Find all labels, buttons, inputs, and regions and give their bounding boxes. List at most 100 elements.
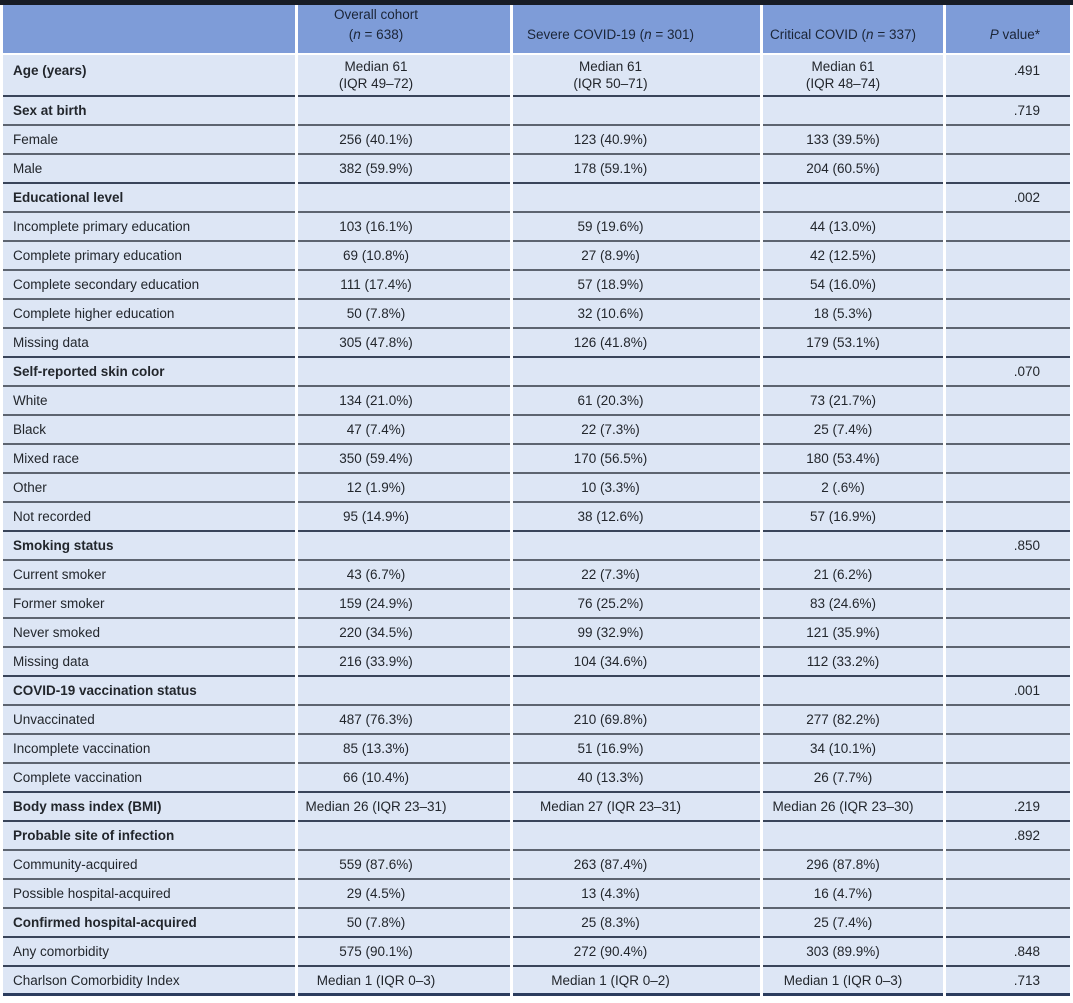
table-row: Other 12 (1.9%) 10 (3.3%) 2 (.6%) xyxy=(3,474,1070,503)
row-label: Black xyxy=(3,416,295,445)
value-cell: 13 (4.3%) xyxy=(513,880,760,909)
value-cell: 256 (40.1%) xyxy=(298,126,510,155)
value-cell: Median 26 (IQR 23–31) xyxy=(298,793,510,822)
table-row: Any comorbidity 575 (90.1%) 272 (90.4%) 303… xyxy=(3,938,1070,967)
table-row: Missing data 305 (47.8%) 126 (41.8%) 179 (5… xyxy=(3,329,1070,358)
header-p-value: P value* xyxy=(946,5,1070,55)
row-label: Educational level xyxy=(3,184,295,213)
row-label: Body mass index (BMI) xyxy=(3,793,295,822)
value-cell: 21 (6.2%) xyxy=(763,561,943,590)
table-row: Body mass index (BMI) Median 26 (IQR 23–3… xyxy=(3,793,1070,822)
p-value-cell xyxy=(946,561,1070,590)
row-label: Smoking status xyxy=(3,532,295,561)
table-row: Black 47 (7.4%) 22 (7.3%) 25 (7.4%) xyxy=(3,416,1070,445)
value-cell: 76 (25.2%) xyxy=(513,590,760,619)
value-cell: 85 (13.3%) xyxy=(298,735,510,764)
value-cell: 272 (90.4%) xyxy=(513,938,760,967)
table-row: Probable site of infection .892 xyxy=(3,822,1070,851)
value-cell: 59 (19.6%) xyxy=(513,213,760,242)
value-cell xyxy=(298,822,510,851)
row-label: Former smoker xyxy=(3,590,295,619)
cohort-characteristics-table: Overall cohort (n = 638) Severe COVID-19… xyxy=(0,5,1073,996)
value-cell: 50 (7.8%) xyxy=(298,300,510,329)
table-row: Male 382 (59.9%) 178 (59.1%) 204 (60.5%) xyxy=(3,155,1070,184)
table-row: Complete primary education 69 (10.8%) 27 (… xyxy=(3,242,1070,271)
p-value-cell xyxy=(946,590,1070,619)
p-value-cell xyxy=(946,271,1070,300)
value-cell: 216 (33.9%) xyxy=(298,648,510,677)
value-cell: 133 (39.5%) xyxy=(763,126,943,155)
table-row: Mixed race 350 (59.4%) 170 (56.5%) 180 (53.… xyxy=(3,445,1070,474)
value-cell: 575 (90.1%) xyxy=(298,938,510,967)
value-cell: 34 (10.1%) xyxy=(763,735,943,764)
value-cell: 47 (7.4%) xyxy=(298,416,510,445)
value-cell: 180 (53.4%) xyxy=(763,445,943,474)
p-value-cell xyxy=(946,909,1070,938)
table-row: Charlson Comorbidity Index Median 1 (IQR … xyxy=(3,967,1070,996)
value-cell: 95 (14.9%) xyxy=(298,503,510,532)
row-label: Any comorbidity xyxy=(3,938,295,967)
row-label: Charlson Comorbidity Index xyxy=(3,967,295,996)
row-label: Male xyxy=(3,155,295,184)
value-cell xyxy=(763,184,943,213)
p-value-cell: .848 xyxy=(946,938,1070,967)
value-cell xyxy=(513,822,760,851)
p-value-cell: .001 xyxy=(946,677,1070,706)
row-label: Missing data xyxy=(3,648,295,677)
value-cell: Median 1 (IQR 0–3) xyxy=(763,967,943,996)
table-row: White 134 (21.0%) 61 (20.3%) 73 (21.7%) xyxy=(3,387,1070,416)
row-label: Mixed race xyxy=(3,445,295,474)
value-cell: Median 61 (IQR 49–72) xyxy=(298,55,510,97)
value-cell: 277 (82.2%) xyxy=(763,706,943,735)
value-cell: 99 (32.9%) xyxy=(513,619,760,648)
value-cell: 134 (21.0%) xyxy=(298,387,510,416)
value-cell: 51 (16.9%) xyxy=(513,735,760,764)
row-label: Complete higher education xyxy=(3,300,295,329)
value-cell: Median 27 (IQR 23–31) xyxy=(513,793,760,822)
value-cell: 10 (3.3%) xyxy=(513,474,760,503)
p-value-cell xyxy=(946,851,1070,880)
table-body: Age (years) Median 61 (IQR 49–72) Median 61… xyxy=(3,55,1070,996)
value-cell: 61 (20.3%) xyxy=(513,387,760,416)
value-cell xyxy=(763,822,943,851)
value-cell: Median 61 (IQR 50–71) xyxy=(513,55,760,97)
value-cell: 26 (7.7%) xyxy=(763,764,943,793)
p-value-cell xyxy=(946,619,1070,648)
value-cell xyxy=(763,677,943,706)
value-cell: 296 (87.8%) xyxy=(763,851,943,880)
value-cell: 66 (10.4%) xyxy=(298,764,510,793)
value-cell xyxy=(763,97,943,126)
row-label: Missing data xyxy=(3,329,295,358)
p-value-cell xyxy=(946,880,1070,909)
value-cell: 559 (87.6%) xyxy=(298,851,510,880)
p-value-cell xyxy=(946,126,1070,155)
value-cell xyxy=(763,532,943,561)
value-cell: 104 (34.6%) xyxy=(513,648,760,677)
row-label: Complete primary education xyxy=(3,242,295,271)
value-cell: 27 (8.9%) xyxy=(513,242,760,271)
row-label: Community-acquired xyxy=(3,851,295,880)
value-cell xyxy=(513,358,760,387)
row-label: Self-reported skin color xyxy=(3,358,295,387)
value-cell: 16 (4.7%) xyxy=(763,880,943,909)
p-value-cell: .713 xyxy=(946,967,1070,996)
value-cell: 220 (34.5%) xyxy=(298,619,510,648)
table-row: Missing data 216 (33.9%) 104 (34.6%) 112 (3… xyxy=(3,648,1070,677)
value-cell xyxy=(298,532,510,561)
table-row: Complete secondary education 111 (17.4%) 5… xyxy=(3,271,1070,300)
p-value-cell: .850 xyxy=(946,532,1070,561)
row-label: Complete secondary education xyxy=(3,271,295,300)
value-cell: 179 (53.1%) xyxy=(763,329,943,358)
table-row: Self-reported skin color .070 xyxy=(3,358,1070,387)
value-cell: 350 (59.4%) xyxy=(298,445,510,474)
value-cell: 2 (.6%) xyxy=(763,474,943,503)
header-critical-covid: Critical COVID (n = 337) xyxy=(763,5,943,55)
value-cell: 57 (18.9%) xyxy=(513,271,760,300)
p-value-cell xyxy=(946,416,1070,445)
p-value-cell xyxy=(946,764,1070,793)
value-cell: 170 (56.5%) xyxy=(513,445,760,474)
value-cell: 25 (7.4%) xyxy=(763,416,943,445)
table-row: Former smoker 159 (24.9%) 76 (25.2%) 83 (24… xyxy=(3,590,1070,619)
value-cell: 83 (24.6%) xyxy=(763,590,943,619)
row-label: Other xyxy=(3,474,295,503)
